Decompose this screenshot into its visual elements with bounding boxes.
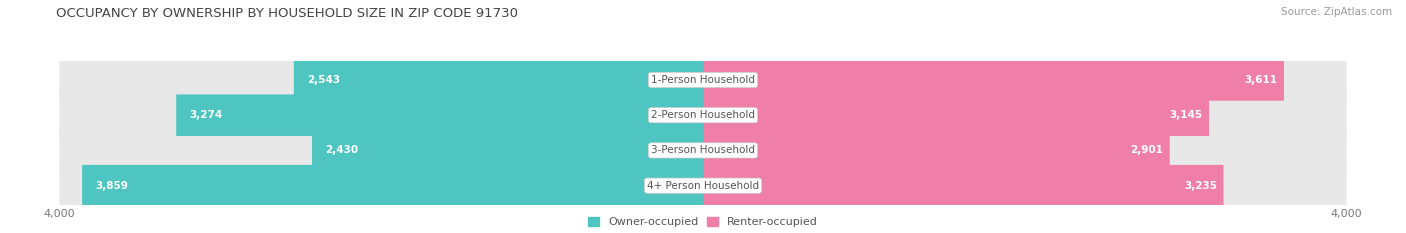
FancyBboxPatch shape xyxy=(703,94,1209,136)
Text: 3,274: 3,274 xyxy=(190,110,222,120)
Text: Source: ZipAtlas.com: Source: ZipAtlas.com xyxy=(1281,7,1392,17)
FancyBboxPatch shape xyxy=(59,127,1347,174)
Text: 1-Person Household: 1-Person Household xyxy=(651,75,755,85)
FancyBboxPatch shape xyxy=(59,162,1347,209)
Text: 3,859: 3,859 xyxy=(96,181,128,191)
Text: 4+ Person Household: 4+ Person Household xyxy=(647,181,759,191)
Text: OCCUPANCY BY OWNERSHIP BY HOUSEHOLD SIZE IN ZIP CODE 91730: OCCUPANCY BY OWNERSHIP BY HOUSEHOLD SIZE… xyxy=(56,7,519,20)
Text: 2,901: 2,901 xyxy=(1130,145,1163,155)
FancyBboxPatch shape xyxy=(176,94,703,136)
Text: 2,430: 2,430 xyxy=(325,145,359,155)
Text: 3,145: 3,145 xyxy=(1170,110,1202,120)
Text: 3,235: 3,235 xyxy=(1184,181,1218,191)
FancyBboxPatch shape xyxy=(59,92,1347,139)
FancyBboxPatch shape xyxy=(82,165,703,206)
Text: 2-Person Household: 2-Person Household xyxy=(651,110,755,120)
Legend: Owner-occupied, Renter-occupied: Owner-occupied, Renter-occupied xyxy=(588,217,818,227)
FancyBboxPatch shape xyxy=(703,165,1223,206)
Text: 3-Person Household: 3-Person Household xyxy=(651,145,755,155)
Text: 3,611: 3,611 xyxy=(1244,75,1278,85)
Text: 2,543: 2,543 xyxy=(307,75,340,85)
FancyBboxPatch shape xyxy=(703,59,1284,101)
FancyBboxPatch shape xyxy=(294,59,703,101)
FancyBboxPatch shape xyxy=(59,57,1347,103)
FancyBboxPatch shape xyxy=(312,130,703,171)
FancyBboxPatch shape xyxy=(703,130,1170,171)
